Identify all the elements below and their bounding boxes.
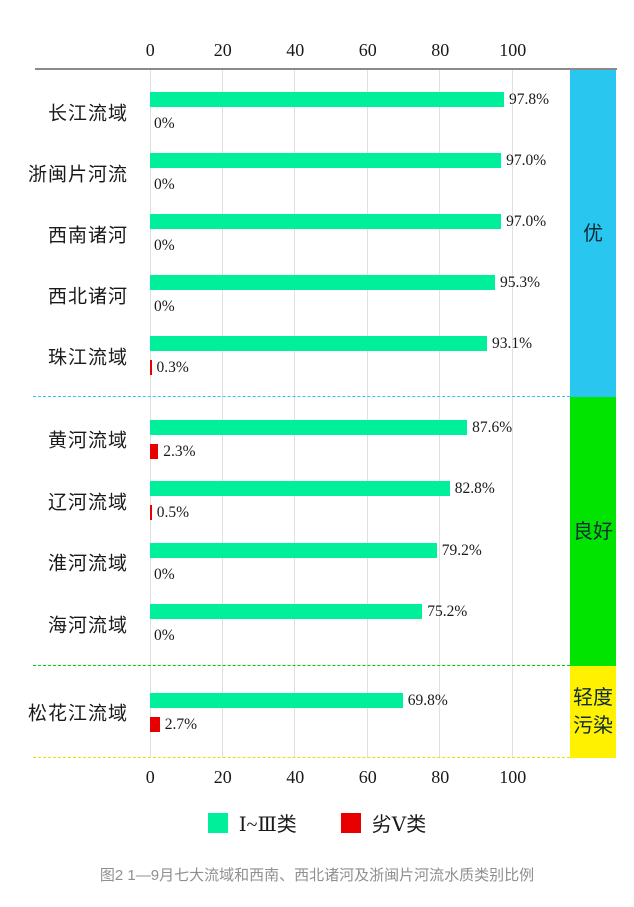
- worse-v-value: 2.7%: [164, 715, 198, 733]
- chart-row: 海河流域 75.2% 0%: [0, 603, 634, 645]
- chart-row: 黄河流域 87.6% 2.3%: [0, 418, 634, 460]
- category-label: 辽河流域: [47, 492, 128, 514]
- gridline: [511, 70, 513, 758]
- class1-3-bar: [150, 419, 468, 435]
- x-tick-label: 40: [286, 40, 305, 60]
- x-tick-label: 80: [431, 40, 450, 60]
- x-tick-label: 0: [145, 767, 155, 787]
- class1-3-value: 79.2%: [441, 541, 482, 559]
- category-label: 黄河流域: [47, 430, 128, 452]
- band-excellent-label: 优: [583, 222, 603, 245]
- gridline: [221, 70, 223, 758]
- chart-row: 西南诸河 97.0% 0%: [0, 213, 634, 254]
- divider-good-light-pollution: [33, 665, 570, 666]
- category-label: 西南诸河: [47, 225, 128, 246]
- chart-row: 浙闽片河流 97.0% 0%: [0, 152, 634, 193]
- legend-item-class1-3: Ⅰ~Ⅲ类: [207, 808, 297, 837]
- figure-caption: 图2 1—9月七大流域和西南、西北诸河及浙闽片河流水质类别比例: [99, 867, 535, 884]
- class1-3-value: 97.0%: [506, 152, 547, 169]
- worse-v-bar: [150, 443, 159, 459]
- worse-v-value: 2.3%: [163, 442, 196, 460]
- category-label: 淮河流域: [47, 553, 128, 575]
- class1-3-value: 97.0%: [506, 213, 547, 230]
- category-label: 浙闽片河流: [27, 164, 128, 185]
- class1-3-value: 97.8%: [509, 91, 550, 108]
- section-light-pollution: 松花江流域 69.8% 2.7%: [0, 666, 634, 758]
- class1-3-bar: [150, 214, 502, 229]
- x-tick-label: 60: [358, 767, 377, 787]
- legend-swatch-worse-v: [340, 812, 361, 833]
- class1-3-bar: [150, 153, 502, 168]
- x-axis-bottom: 0 20 40 60 80 100: [114, 765, 549, 789]
- category-label: 长江流域: [47, 103, 128, 124]
- class1-3-value: 75.2%: [427, 603, 468, 621]
- band-good: 良好: [570, 397, 616, 666]
- worse-v-value: 0.5%: [156, 504, 190, 522]
- class1-3-value: 95.3%: [500, 274, 541, 291]
- band-excellent: 优: [570, 70, 616, 397]
- legend-swatch-class1-3: [207, 812, 228, 833]
- chart-row: 松花江流域 69.8% 2.7%: [0, 691, 634, 733]
- chart-row: 长江流域 97.8% 0%: [0, 91, 634, 132]
- category-label: 松花江流域: [27, 703, 128, 725]
- x-tick-label: 100: [499, 40, 527, 60]
- class1-3-value: 69.8%: [407, 691, 448, 709]
- class1-3-bar: [150, 92, 504, 107]
- section-excellent: 长江流域 97.8% 0% 浙闽片河流 97.0% 0% 西南诸河 97.0% …: [0, 70, 634, 397]
- worse-v-value: 0%: [154, 565, 175, 583]
- x-tick-label: 0: [145, 40, 155, 60]
- band-light-pollution-label: 轻度 污染: [573, 687, 613, 737]
- chart-row: 西北诸河 95.3% 0%: [0, 274, 634, 315]
- class1-3-bar: [150, 692, 403, 708]
- worse-v-value: 0%: [154, 298, 175, 315]
- class1-3-bar: [150, 604, 423, 620]
- worse-v-bar: [150, 505, 152, 521]
- worse-v-value: 0.3%: [156, 359, 189, 376]
- chart-row: 淮河流域 79.2% 0%: [0, 541, 634, 583]
- divider-excellent-good: [33, 396, 570, 397]
- class1-3-bar: [150, 275, 495, 290]
- class1-3-value: 82.8%: [454, 480, 495, 498]
- x-tick-label: 80: [431, 767, 450, 787]
- band-good-label: 良好: [573, 520, 613, 543]
- section-good: 黄河流域 87.6% 2.3% 辽河流域 82.8% 0.5% 淮河流域 79.…: [0, 397, 634, 666]
- gridline: [366, 70, 368, 758]
- category-label: 海河流域: [47, 615, 128, 637]
- band-light-pollution: 轻度 污染: [570, 666, 616, 758]
- chart-row: 辽河流域 82.8% 0.5%: [0, 480, 634, 522]
- class1-3-value: 87.6%: [472, 418, 513, 436]
- category-label: 西北诸河: [47, 286, 128, 307]
- category-label: 珠江流域: [47, 347, 128, 368]
- class1-3-bar: [150, 481, 450, 497]
- class1-3-bar: [150, 336, 487, 351]
- x-axis-line: [35, 68, 617, 70]
- worse-v-value: 0%: [154, 237, 175, 254]
- legend-label-worse-v: 劣Ⅴ类: [371, 814, 427, 836]
- x-tick-label: 60: [358, 40, 377, 60]
- gridline: [439, 70, 441, 758]
- legend-item-worse-v: 劣Ⅴ类: [340, 808, 427, 837]
- chart-row: 珠江流域 93.1% 0.3%: [0, 335, 634, 376]
- worse-v-bar: [150, 716, 160, 732]
- x-tick-label: 20: [213, 767, 232, 787]
- class1-3-bar: [150, 542, 437, 558]
- gridline: [294, 70, 296, 758]
- worse-v-bar: [150, 360, 152, 375]
- legend: Ⅰ~Ⅲ类 劣Ⅴ类: [0, 808, 634, 837]
- x-axis-top: 0 20 40 60 80 100: [114, 38, 549, 62]
- worse-v-value: 0%: [154, 176, 175, 193]
- plot-area: 长江流域 97.8% 0% 浙闽片河流 97.0% 0% 西南诸河 97.0% …: [0, 70, 634, 758]
- worse-v-value: 0%: [154, 115, 175, 132]
- x-tick-label: 40: [286, 767, 305, 787]
- quality-band-column: 优 良好 轻度 污染: [570, 70, 616, 758]
- worse-v-value: 0%: [154, 627, 175, 645]
- divider-bottom: [33, 757, 570, 758]
- legend-label-class1-3: Ⅰ~Ⅲ类: [238, 814, 297, 836]
- class1-3-value: 93.1%: [492, 335, 533, 352]
- x-tick-label: 20: [213, 40, 232, 60]
- x-tick-label: 100: [499, 767, 527, 787]
- gridline: [149, 70, 151, 758]
